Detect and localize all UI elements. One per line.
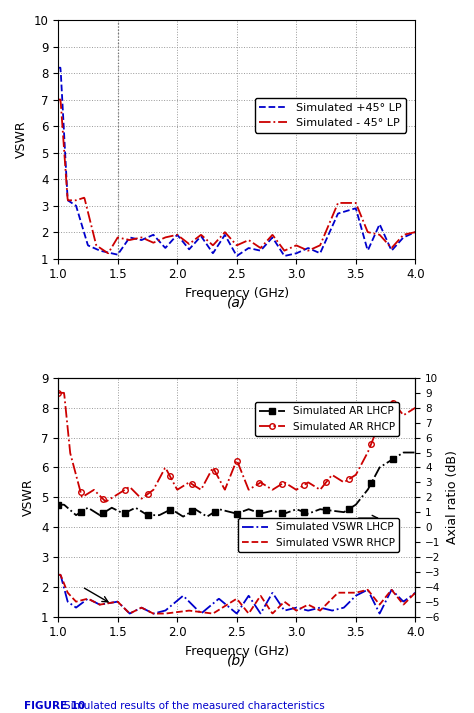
Simulated VSWR RHCP [77,596,83,605]
Simulated +45° LP [412,228,418,237]
Simulated +45° LP [77,215,83,223]
Simulated AR RHCP [263,481,269,490]
Simulated VSWR LHCP [412,588,418,597]
Simulated AR RHCP [412,404,418,412]
Simulated +45° LP [283,251,289,260]
Simulated AR RHCP [55,389,61,397]
Simulated AR LHCP [273,507,278,515]
Y-axis label: VSWR: VSWR [22,478,36,516]
Simulated +45° LP [55,63,61,72]
Simulated AR LHCP [77,508,83,517]
Text: (a): (a) [227,295,246,309]
Simulated VSWR LHCP [327,606,332,615]
Simulated +45° LP [263,241,268,250]
Simulated VSWR RHCP [283,599,289,607]
Simulated - 45° LP [364,224,369,232]
Simulated VSWR LHCP [55,570,61,579]
Line: Simulated VSWR LHCP: Simulated VSWR LHCP [58,575,415,614]
Line: Simulated - 45° LP: Simulated - 45° LP [58,100,415,253]
Simulated VSWR RHCP [263,600,269,608]
Text: FIGURE 10: FIGURE 10 [24,702,92,712]
Simulated - 45° LP [412,228,418,237]
Simulated VSWR RHCP [412,588,418,597]
Simulated - 45° LP [327,219,332,227]
Simulated AR LHCP [204,513,210,521]
Legend: Simulated VSWR LHCP, Simulated VSWR RHCP: Simulated VSWR LHCP, Simulated VSWR RHCP [238,518,400,552]
Simulated AR LHCP [412,448,418,457]
Line: Simulated AR RHCP: Simulated AR RHCP [55,390,418,504]
Simulated VSWR RHCP [151,610,157,618]
Line: Simulated VSWR RHCP: Simulated VSWR RHCP [58,575,415,614]
Simulated VSWR RHCP [327,597,332,605]
Simulated - 45° LP [283,245,289,254]
Simulated VSWR RHCP [55,570,61,579]
Simulated AR RHCP [77,486,83,494]
X-axis label: Frequency (GHz): Frequency (GHz) [185,645,289,658]
Simulated AR RHCP [364,451,369,460]
Text: (b): (b) [227,653,246,667]
Legend: Simulated AR LHCP, Simulated AR RHCP: Simulated AR LHCP, Simulated AR RHCP [255,402,400,436]
Simulated - 45° LP [105,249,111,257]
Simulated +45° LP [272,237,278,245]
Simulated AR LHCP [364,488,369,496]
Simulated AR RHCP [103,498,109,506]
Simulated AR LHCP [55,501,61,509]
Simulated VSWR RHCP [364,586,369,595]
Simulated - 45° LP [55,96,61,104]
Simulated AR LHCP [263,508,269,517]
Simulated +45° LP [364,241,369,250]
Simulated +45° LP [282,252,287,260]
Simulated AR RHCP [273,483,278,492]
Simulated - 45° LP [77,195,83,203]
Simulated VSWR LHCP [263,600,269,608]
Simulated VSWR LHCP [364,586,369,595]
Y-axis label: VSWR: VSWR [15,120,28,158]
Simulated VSWR LHCP [151,610,156,618]
Simulated VSWR LHCP [77,600,83,609]
Text: Simulated results of the measured characteristics: Simulated results of the measured charac… [64,702,325,712]
Simulated +45° LP [327,228,332,237]
Legend: Simulated +45° LP, Simulated - 45° LP: Simulated +45° LP, Simulated - 45° LP [255,98,406,133]
Simulated VSWR RHCP [273,606,278,615]
Simulated AR LHCP [327,506,332,515]
Line: Simulated AR LHCP: Simulated AR LHCP [55,450,418,519]
Simulated AR LHCP [283,508,289,517]
Simulated VSWR LHCP [283,606,289,615]
Simulated AR RHCP [327,473,332,482]
Line: Simulated +45° LP: Simulated +45° LP [58,68,415,256]
Y-axis label: Axial ratio (dB): Axial ratio (dB) [446,451,459,544]
X-axis label: Frequency (GHz): Frequency (GHz) [185,287,289,300]
Simulated AR RHCP [283,479,289,488]
Simulated - 45° LP [273,235,278,243]
Simulated VSWR LHCP [273,593,278,602]
Simulated AR LHCP [401,448,407,457]
Simulated - 45° LP [263,237,269,246]
